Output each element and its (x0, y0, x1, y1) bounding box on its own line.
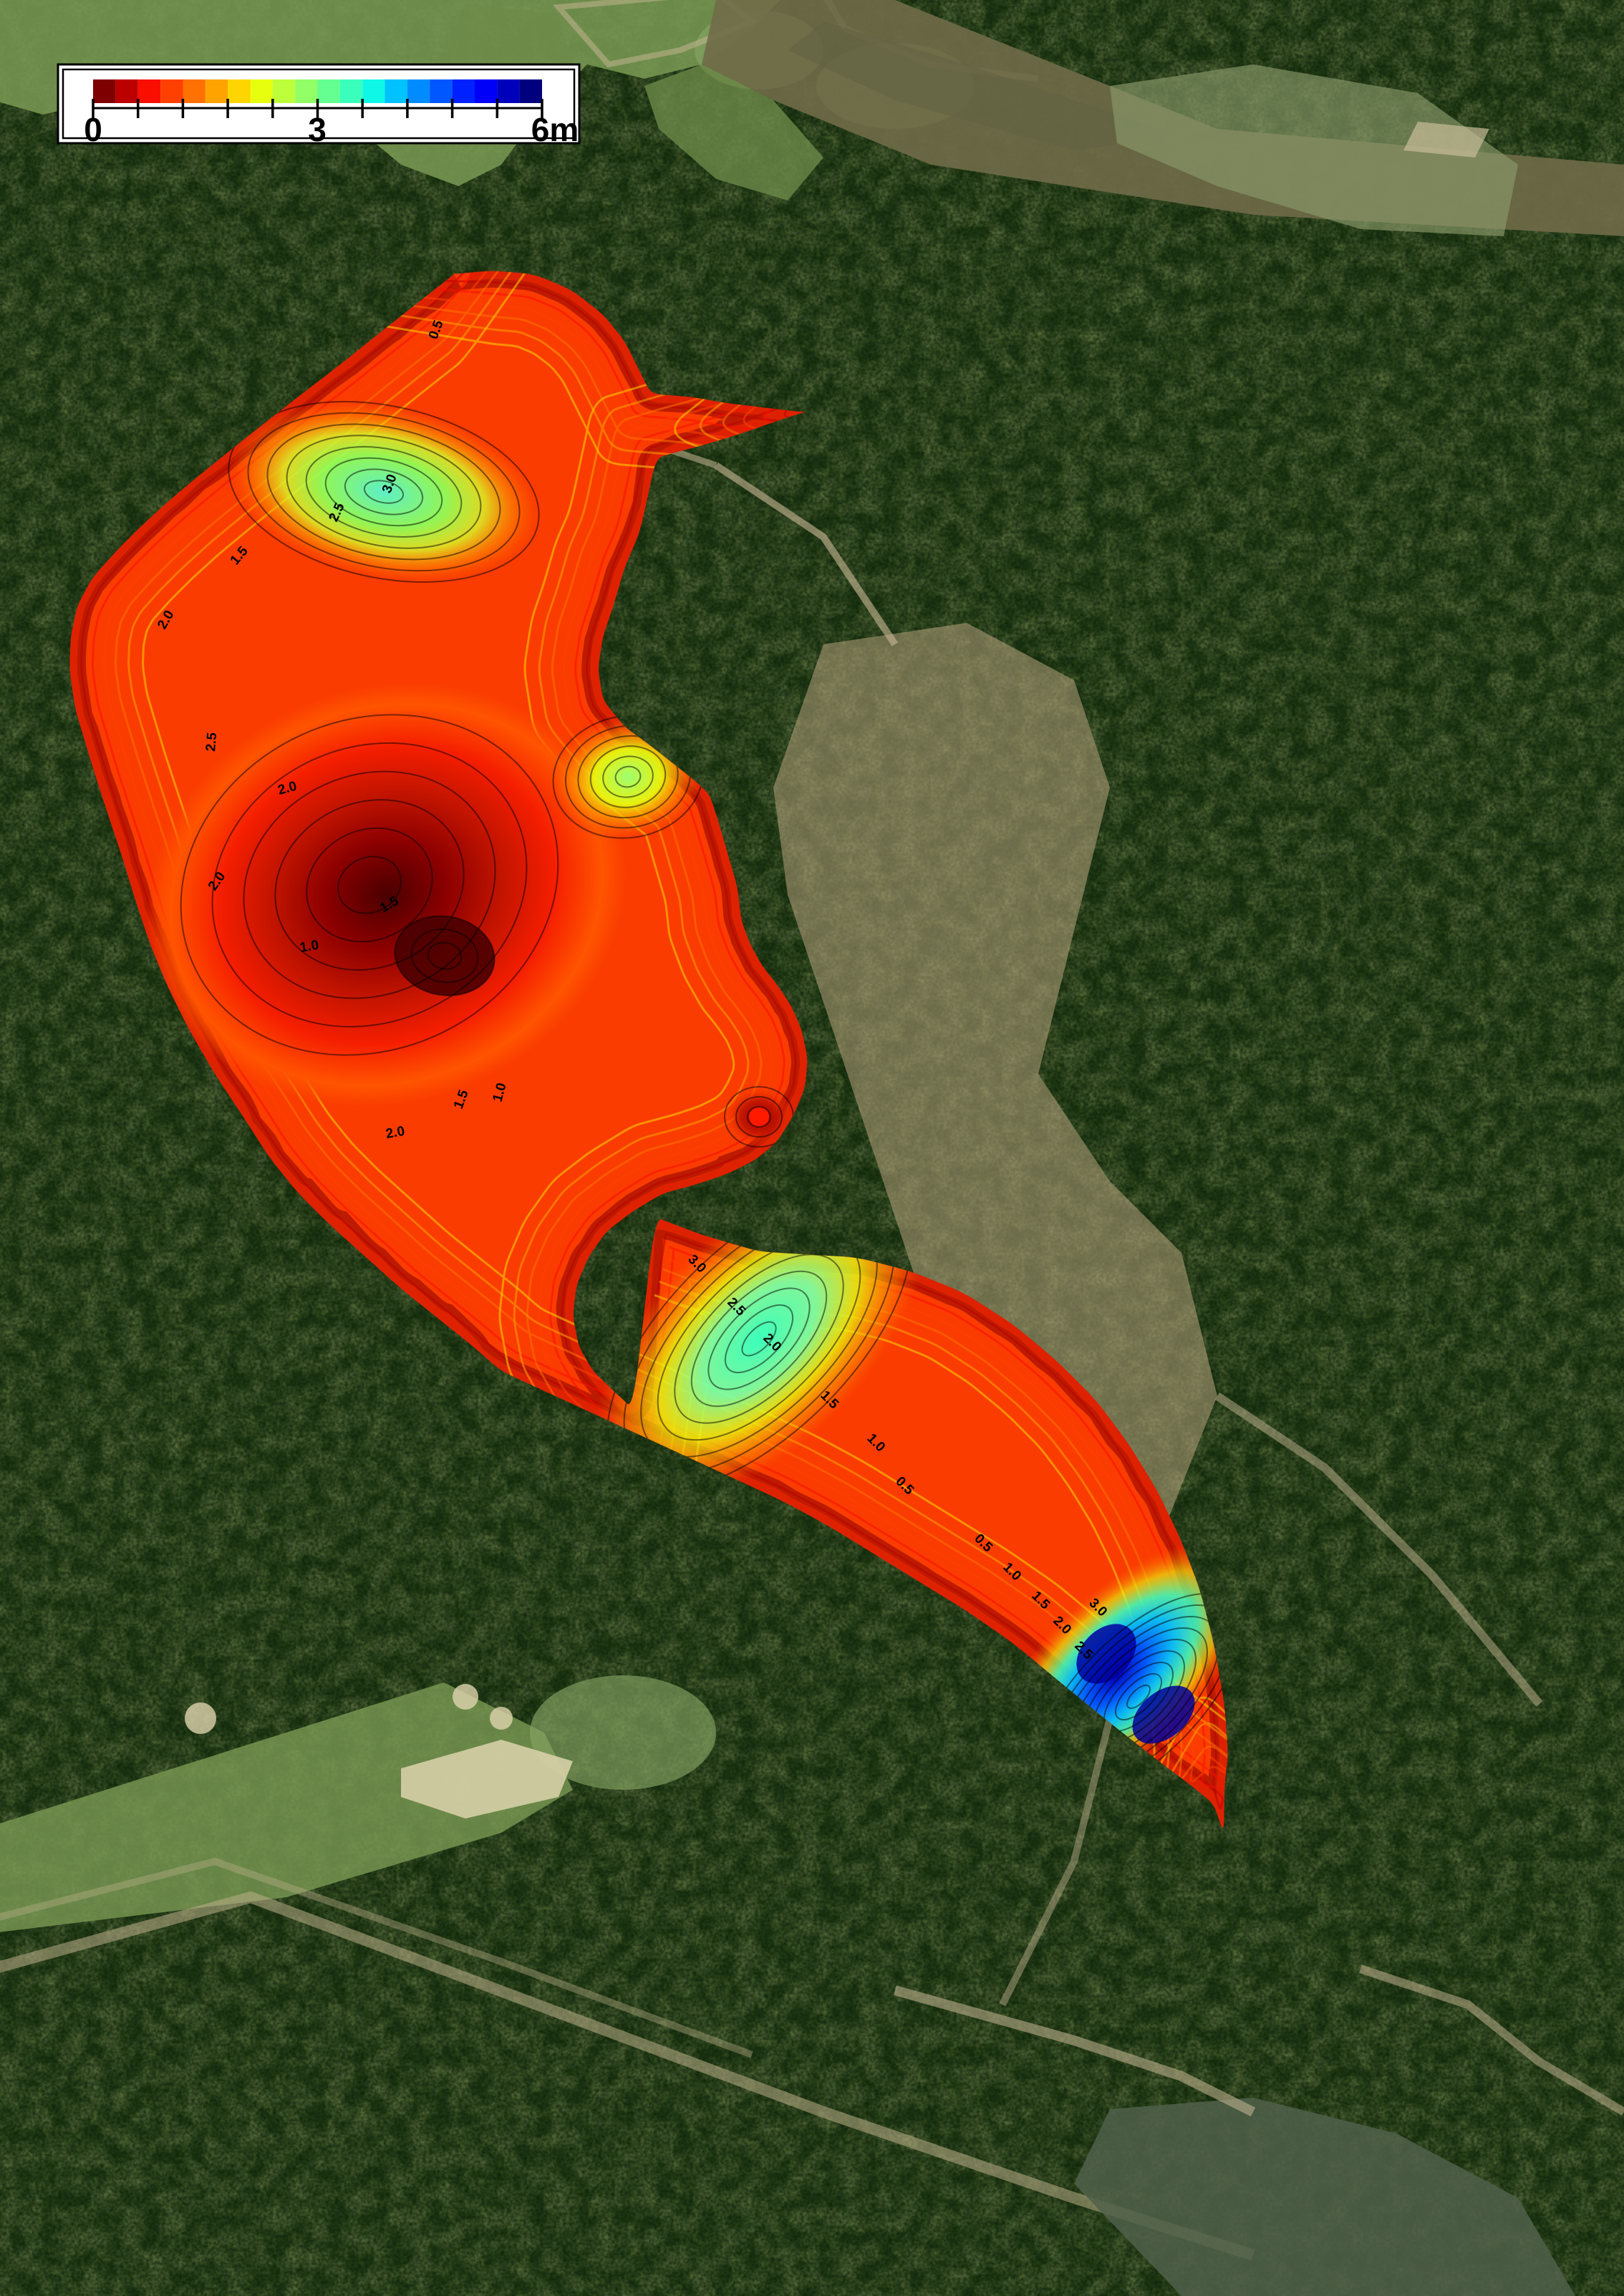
svg-text:2.5: 2.5 (203, 732, 220, 752)
svg-text:0: 0 (84, 111, 102, 148)
svg-text:6m: 6m (531, 111, 579, 148)
svg-text:3: 3 (308, 111, 327, 148)
